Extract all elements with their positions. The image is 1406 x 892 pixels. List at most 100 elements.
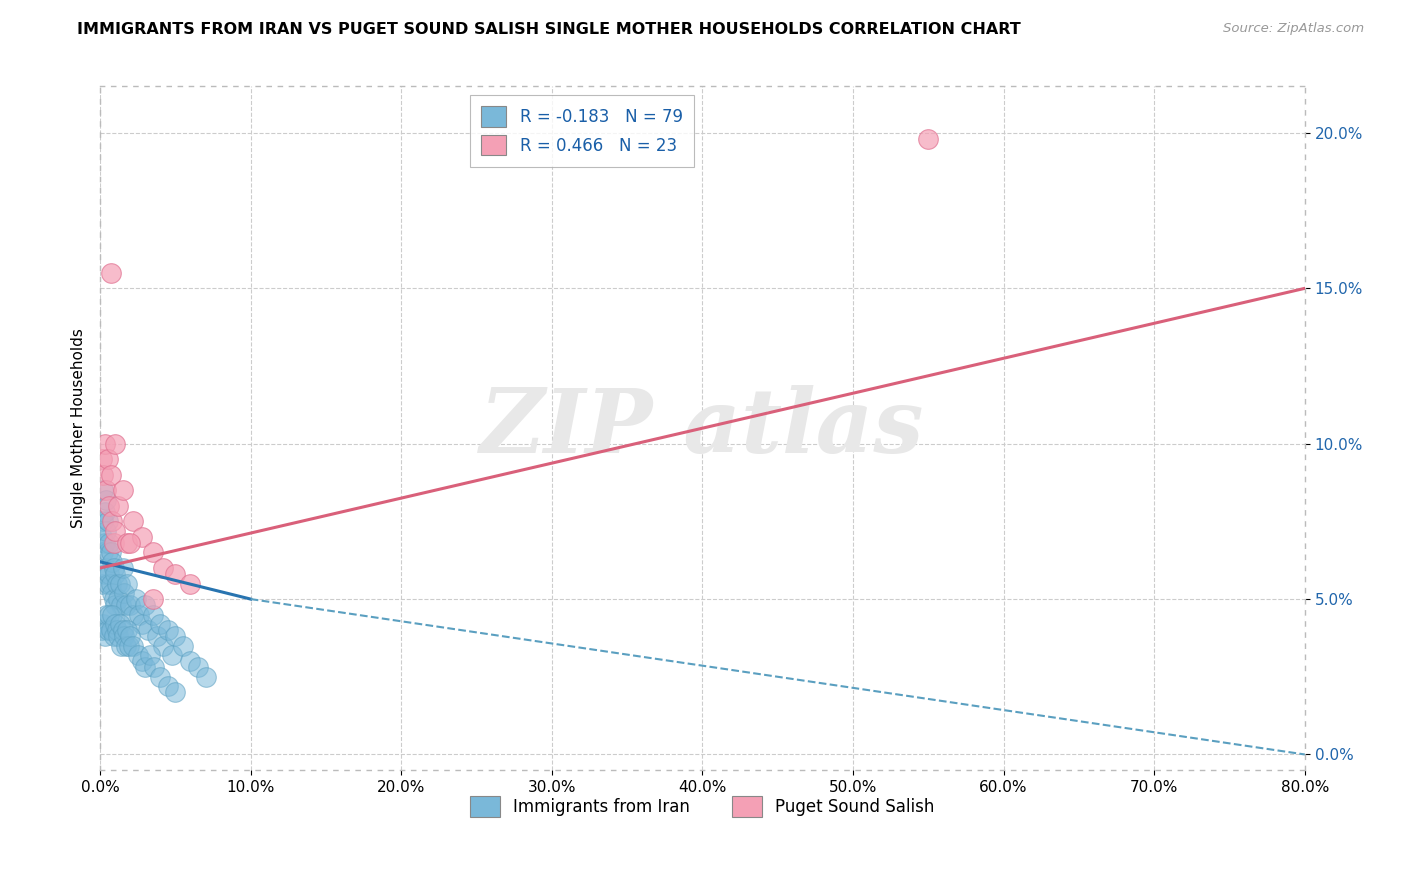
Point: [115, 623, 138, 637]
Point: [94, 492, 117, 507]
Point: [104, 436, 127, 450]
Point: [103, 561, 125, 575]
Point: [101, 586, 124, 600]
Point: [101, 555, 124, 569]
Point: [91, 467, 114, 482]
Point: [179, 654, 201, 668]
Point: [146, 629, 169, 643]
Point: [108, 576, 131, 591]
Point: [122, 639, 145, 653]
Point: [93, 505, 115, 519]
Point: [156, 679, 179, 693]
Point: [90, 530, 112, 544]
Point: [107, 592, 129, 607]
Point: [110, 639, 132, 653]
Point: [122, 607, 145, 622]
Legend: Immigrants from Iran, Puget Sound Salish: Immigrants from Iran, Puget Sound Salish: [464, 789, 942, 823]
Point: [120, 599, 142, 613]
Point: [98, 607, 121, 622]
Text: Source: ZipAtlas.com: Source: ZipAtlas.com: [1223, 22, 1364, 36]
Point: [134, 660, 156, 674]
Point: [104, 599, 127, 613]
Point: [111, 623, 134, 637]
Point: [110, 599, 132, 613]
Point: [131, 530, 153, 544]
Point: [152, 561, 174, 575]
Point: [97, 545, 120, 559]
Point: [172, 639, 194, 653]
Point: [94, 607, 117, 622]
Point: [162, 648, 184, 662]
Point: [107, 629, 129, 643]
Point: [112, 629, 135, 643]
Y-axis label: Single Mother Households: Single Mother Households: [72, 328, 86, 528]
Point: [98, 536, 121, 550]
Point: [94, 483, 117, 498]
Point: [100, 467, 122, 482]
Point: [93, 567, 115, 582]
Point: [165, 685, 187, 699]
Point: [101, 607, 124, 622]
Point: [100, 266, 122, 280]
Point: [100, 545, 122, 559]
Point: [125, 592, 148, 607]
Point: [142, 545, 165, 559]
Point: [118, 639, 141, 653]
Point: [111, 483, 134, 498]
Point: [103, 536, 125, 550]
Point: [179, 576, 201, 591]
Point: [114, 639, 136, 653]
Point: [98, 567, 121, 582]
Point: [120, 629, 142, 643]
Point: [101, 515, 124, 529]
Point: [90, 452, 112, 467]
Point: [98, 499, 121, 513]
Point: [115, 536, 138, 550]
Point: [149, 616, 172, 631]
Point: [122, 515, 145, 529]
Point: [131, 616, 153, 631]
Point: [134, 599, 156, 613]
Point: [103, 592, 125, 607]
Point: [105, 623, 128, 637]
Point: [165, 629, 187, 643]
Point: [90, 576, 112, 591]
Point: [100, 623, 122, 637]
Point: [97, 515, 120, 529]
Text: ZIP atlas: ZIP atlas: [481, 385, 925, 472]
Point: [97, 576, 120, 591]
Point: [131, 654, 153, 668]
Point: [100, 576, 122, 591]
Point: [107, 499, 129, 513]
Point: [91, 545, 114, 559]
Point: [93, 629, 115, 643]
Point: [114, 599, 136, 613]
Point: [105, 576, 128, 591]
Point: [142, 592, 165, 607]
Point: [111, 561, 134, 575]
Point: [187, 660, 209, 674]
Point: [128, 607, 150, 622]
Point: [917, 132, 939, 146]
Point: [91, 483, 114, 498]
Point: [112, 586, 135, 600]
Point: [104, 616, 127, 631]
Point: [93, 436, 115, 450]
Point: [103, 629, 125, 643]
Point: [120, 536, 142, 550]
Point: [115, 576, 138, 591]
Point: [165, 567, 187, 582]
Point: [104, 567, 127, 582]
Point: [94, 524, 117, 538]
Point: [90, 623, 112, 637]
Point: [97, 452, 120, 467]
Point: [142, 607, 165, 622]
Point: [152, 639, 174, 653]
Point: [127, 648, 149, 662]
Point: [136, 623, 159, 637]
Point: [97, 623, 120, 637]
Point: [139, 648, 162, 662]
Point: [143, 660, 166, 674]
Point: [149, 670, 172, 684]
Point: [104, 524, 127, 538]
